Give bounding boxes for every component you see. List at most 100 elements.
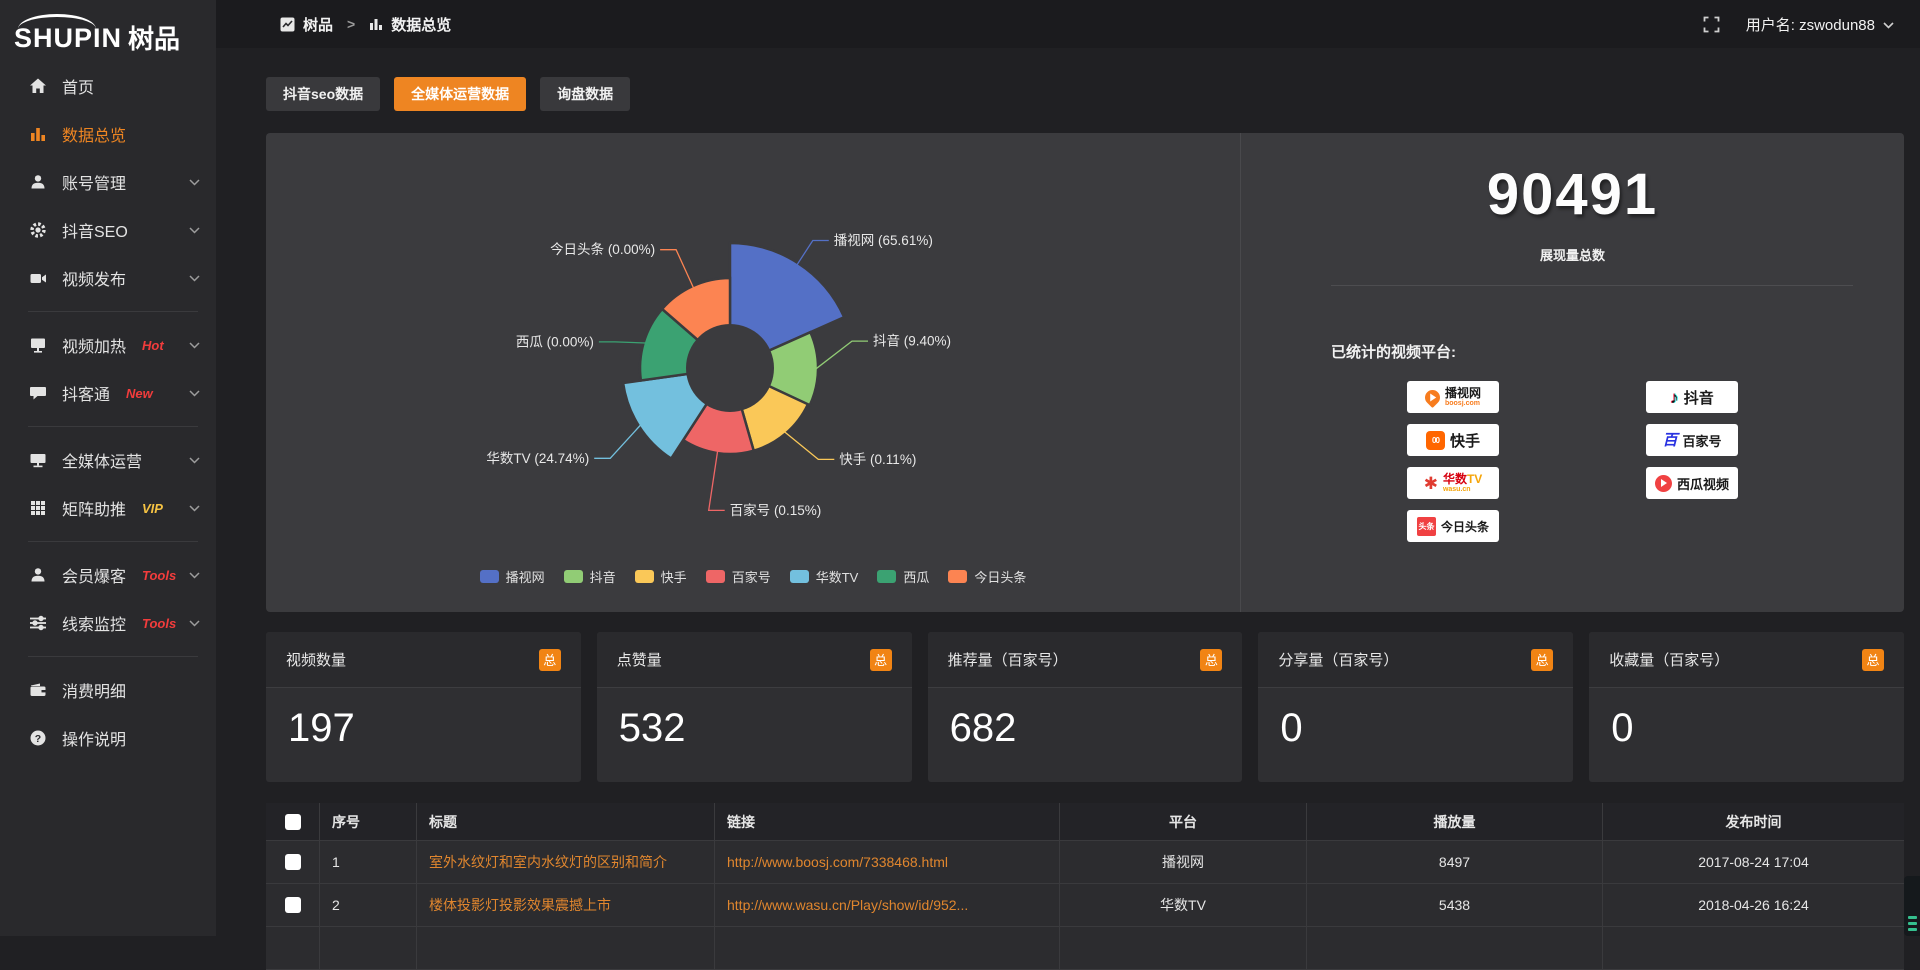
cell-title-link[interactable]: 楼体投影灯投影效果震撼上市	[417, 884, 715, 926]
sidebar-item-douyin-seo[interactable]: 抖音SEO	[0, 206, 216, 254]
table-header-cell: 平台	[1060, 803, 1307, 840]
table-row-cut	[266, 927, 1904, 970]
stat-card-header: 点赞量总	[597, 632, 912, 688]
app-logo[interactable]: SHUPIN 树品	[0, 0, 216, 62]
svg-text:?: ?	[35, 733, 41, 745]
sidebar-item-label: 视频发布	[62, 266, 126, 290]
tab-3[interactable]: 询盘数据	[540, 77, 630, 111]
stat-card-header: 收藏量（百家号）总	[1589, 632, 1904, 688]
sidebar-item-label: 操作说明	[62, 726, 126, 750]
sidebar-item-label: 抖音SEO	[62, 218, 128, 242]
breadcrumb-item-shupin[interactable]: 树品	[280, 14, 333, 35]
sidebar-item-omnimedia-operation[interactable]: 全媒体运营	[0, 436, 216, 484]
user-menu[interactable]: 用户名: zswodun88	[1746, 14, 1894, 35]
legend-swatch	[635, 570, 654, 583]
stat-card-header: 分享量（百家号）总	[1258, 632, 1573, 688]
logo-text-en: SHUPIN	[14, 25, 122, 52]
legend-item-百家号[interactable]: 百家号	[706, 567, 771, 586]
sidebar-divider	[28, 541, 198, 542]
pie-label-line-今日头条	[660, 250, 693, 288]
sidebar-item-label: 会员爆客	[62, 563, 126, 587]
chevron-down-icon	[1883, 16, 1894, 33]
legend-item-播视网[interactable]: 播视网	[480, 567, 545, 586]
table-cell-empty	[1307, 927, 1603, 969]
sidebar-divider	[28, 426, 198, 427]
customer-service-widget[interactable]	[1904, 876, 1920, 936]
sidebar-item-data-overview[interactable]: 数据总览	[0, 110, 216, 158]
tab-1[interactable]: 抖音seo数据	[266, 77, 380, 111]
legend-item-快手[interactable]: 快手	[635, 567, 687, 586]
legend-item-今日头条[interactable]: 今日头条	[948, 567, 1026, 586]
row-checkbox[interactable]	[285, 897, 301, 913]
stat-card-label: 推荐量（百家号）	[948, 649, 1068, 670]
tab-2[interactable]: 全媒体运营数据	[394, 77, 526, 111]
douyin-logo-icon: ♪	[1670, 389, 1679, 406]
sidebar-item-home[interactable]: 首页	[0, 62, 216, 110]
sliders-icon	[28, 613, 48, 633]
cell-url-link[interactable]: http://www.wasu.cn/Play/show/id/952...	[715, 884, 1060, 926]
sidebar-item-label: 消费明细	[62, 678, 126, 702]
legend-swatch	[564, 570, 583, 583]
cell-title-link[interactable]: 室外水纹灯和室内水纹灯的区别和简介	[417, 841, 715, 883]
pie-label-西瓜: 西瓜 (0.00%)	[516, 334, 594, 349]
sidebar-item-label: 视频加热	[62, 333, 126, 357]
sidebar-item-label: 数据总览	[62, 122, 126, 146]
legend-item-西瓜[interactable]: 西瓜	[877, 567, 929, 586]
row-checkbox[interactable]	[285, 854, 301, 870]
sidebar-item-account-management[interactable]: 账号管理	[0, 158, 216, 206]
wasu-logo-icon: ✱	[1424, 475, 1438, 492]
table-header-cell: 序号	[320, 803, 417, 840]
total-impressions-value: 90491	[1241, 161, 1904, 228]
stat-card-label: 点赞量	[617, 649, 662, 670]
legend-label: 快手	[661, 567, 687, 586]
chart-legend: 播视网抖音 快手百家号 华数TV 西瓜今日头条	[266, 567, 1240, 586]
select-all-checkbox[interactable]	[285, 814, 301, 830]
total-badge: 总	[539, 649, 561, 671]
xigua-logo-icon	[1655, 475, 1672, 492]
total-badge: 总	[1862, 649, 1884, 671]
chevron-down-icon	[189, 614, 200, 632]
stat-card-header: 视频数量总	[266, 632, 581, 688]
cell-platform: 播视网	[1060, 841, 1307, 883]
chevron-down-icon	[189, 566, 200, 584]
sidebar-item-consumption-detail[interactable]: 消费明细	[0, 666, 216, 714]
row-checkbox-cell	[266, 884, 320, 926]
legend-label: 播视网	[506, 567, 545, 586]
sidebar-divider	[28, 656, 198, 657]
breadcrumb-item-data-overview[interactable]: 数据总览	[369, 14, 451, 35]
chevron-down-icon	[189, 221, 200, 239]
question-icon: ?	[28, 728, 48, 748]
gear-icon	[28, 220, 48, 240]
total-badge: 总	[1531, 649, 1553, 671]
bar-chart-icon	[369, 17, 383, 31]
pie-label-line-西瓜	[599, 342, 646, 343]
legend-label: 华数TV	[816, 567, 859, 586]
legend-item-华数TV[interactable]: 华数TV	[790, 567, 859, 586]
fullscreen-icon[interactable]	[1703, 16, 1720, 33]
cell-publish-time: 2018-04-26 16:24	[1603, 884, 1904, 926]
platform-badge-bjh: 百百家号	[1646, 424, 1738, 456]
legend-item-抖音[interactable]: 抖音	[564, 567, 616, 586]
table-cell-empty	[417, 927, 715, 969]
pie-label-抖音: 抖音 (9.40%)	[873, 333, 951, 349]
sidebar-item-operation-guide[interactable]: ? 操作说明	[0, 714, 216, 762]
platform-badge-tt: 头条今日头条	[1407, 510, 1499, 542]
cell-url-link[interactable]: http://www.boosj.com/7338468.html	[715, 841, 1060, 883]
user-icon	[28, 172, 48, 192]
legend-swatch	[706, 570, 725, 583]
pie-label-line-抖音	[816, 341, 868, 369]
cell-views: 5438	[1307, 884, 1603, 926]
sidebar-item-video-publish[interactable]: 视频发布	[0, 254, 216, 302]
main-content: 抖音seo数据全媒体运营数据询盘数据 播视网 (65.61%)抖音 (9.40%…	[216, 48, 1920, 970]
